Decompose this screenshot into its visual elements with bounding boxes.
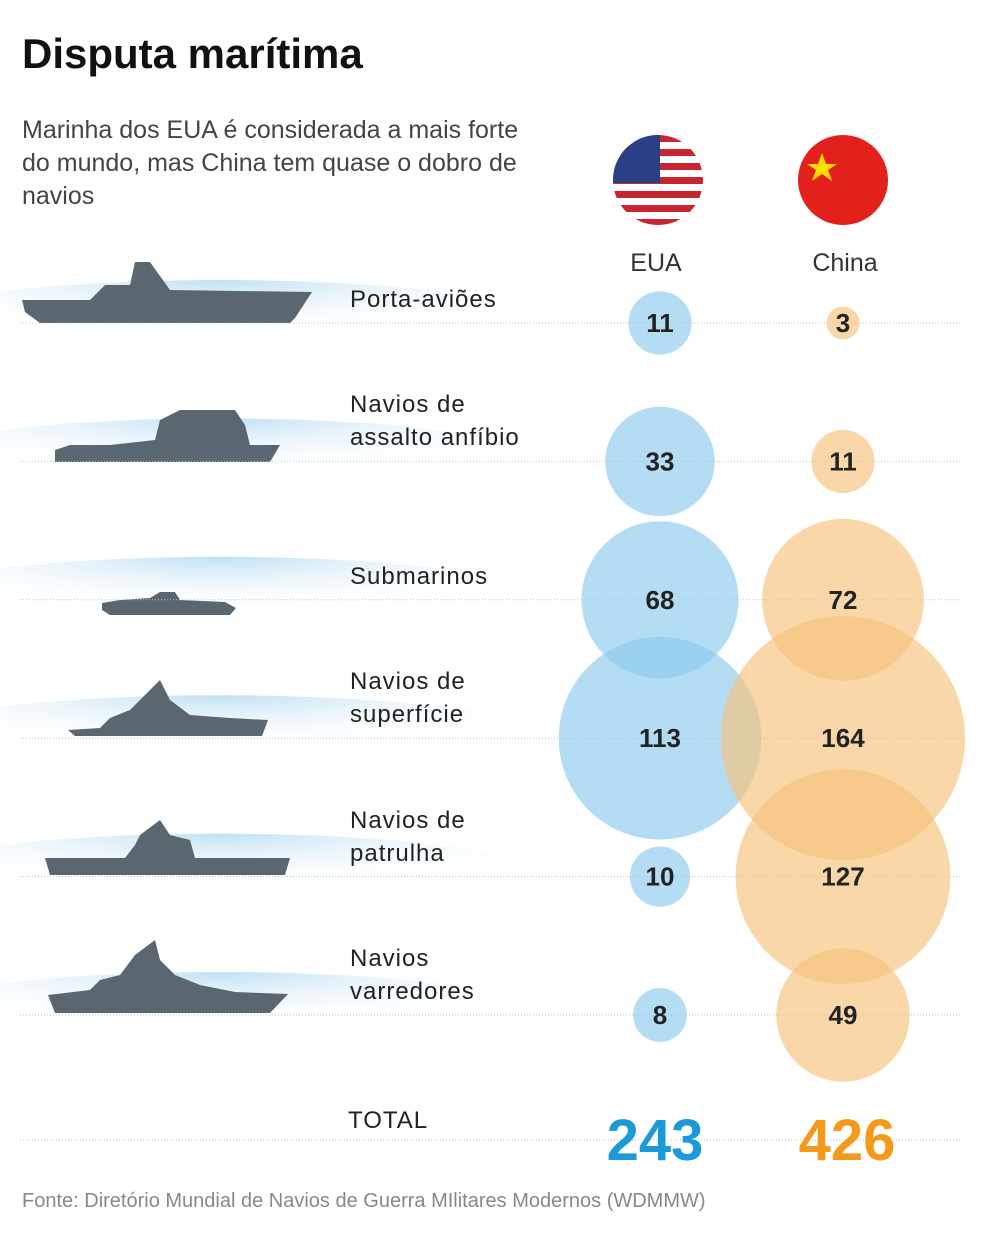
value-label: 11 bbox=[646, 308, 674, 338]
value-label: 164 bbox=[821, 723, 865, 753]
flag-star bbox=[807, 153, 837, 181]
series-name: EUA bbox=[630, 249, 682, 277]
category-label: Porta-aviões bbox=[350, 286, 497, 313]
bubble bbox=[811, 429, 875, 494]
ship-shadow bbox=[0, 833, 550, 924]
total-value: 243 bbox=[607, 1108, 704, 1173]
china-flag bbox=[798, 135, 888, 225]
value-label: 68 bbox=[646, 585, 675, 615]
value-label: 113 bbox=[639, 723, 681, 753]
category-label: Navios de patrulha bbox=[350, 806, 466, 867]
bubble bbox=[735, 769, 951, 984]
bubble bbox=[581, 521, 739, 679]
bubble bbox=[776, 948, 910, 1082]
ship-shadow bbox=[0, 556, 550, 647]
value-label: 33 bbox=[646, 446, 675, 476]
total-value: 426 bbox=[799, 1108, 896, 1173]
source: Fonte: Diretório Mundial de Navios de Gu… bbox=[22, 1190, 706, 1212]
category-label: Navios varredores bbox=[350, 945, 475, 1005]
bubble bbox=[605, 406, 715, 517]
subtitle: Marinha dos EUA é considerada a mais for… bbox=[22, 116, 519, 210]
value-label: 3 bbox=[836, 308, 850, 338]
us-flag bbox=[613, 135, 703, 225]
bubble bbox=[628, 291, 692, 355]
value-label: 8 bbox=[653, 1000, 667, 1030]
value-label: 127 bbox=[821, 862, 864, 892]
bubble bbox=[633, 988, 687, 1042]
value-label: 10 bbox=[646, 862, 675, 892]
category-label: Navios de superfície bbox=[350, 668, 466, 729]
bubble bbox=[558, 636, 762, 840]
title: Disputa marítima bbox=[22, 30, 363, 77]
value-label: 49 bbox=[829, 1000, 858, 1030]
value-label: 11 bbox=[829, 446, 857, 476]
total-label: TOTAL bbox=[348, 1107, 428, 1134]
bubble bbox=[629, 846, 691, 907]
category-label: Submarinos bbox=[350, 562, 489, 590]
category-label: Navios de assalto anfíbio bbox=[350, 391, 520, 452]
series-name: China bbox=[812, 249, 877, 277]
ships bbox=[22, 262, 312, 1013]
bubble bbox=[826, 306, 860, 340]
ship-shadow bbox=[0, 695, 550, 786]
ship-shadow bbox=[0, 418, 550, 509]
value-label: 72 bbox=[829, 585, 858, 615]
